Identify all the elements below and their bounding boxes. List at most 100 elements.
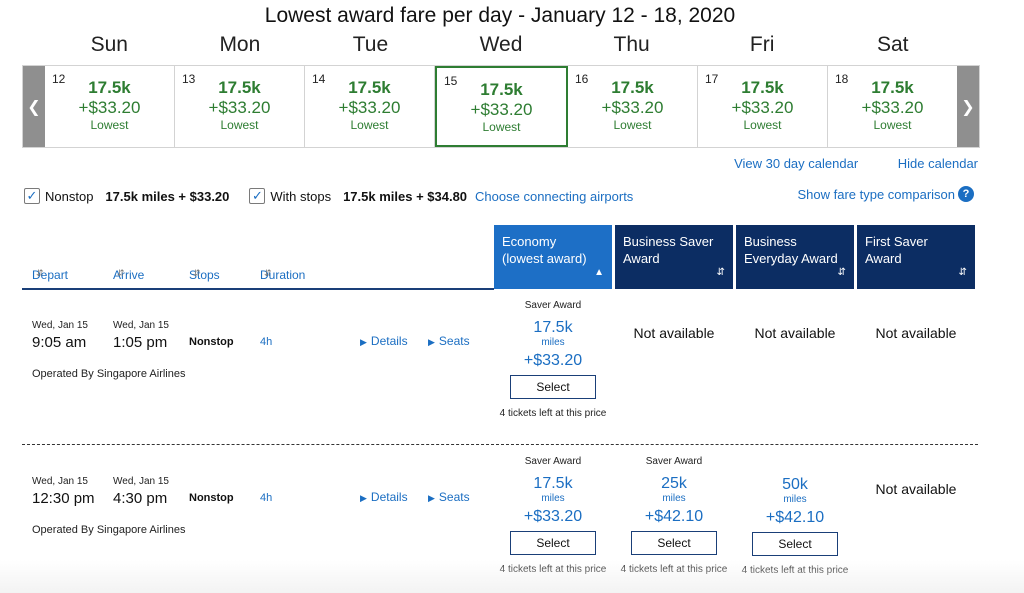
row-divider	[22, 444, 978, 445]
calendar-day[interactable]: 12 17.5k +$33.20 Lowest	[45, 66, 175, 147]
depart-time: 9:05 am	[32, 334, 87, 351]
next-week-button[interactable]: ❯	[957, 66, 979, 147]
fare-column-economy[interactable]: Economy (lowest award) ▲︎	[494, 225, 612, 289]
sort-label: Arrive	[113, 268, 145, 282]
details-link[interactable]: ▶ Details	[360, 334, 408, 348]
show-fare-type-comparison-link[interactable]: Show fare type comparison	[797, 186, 955, 202]
calendar-day[interactable]: 16 17.5k +$33.20 Lowest	[568, 66, 698, 147]
weekday-tue: Tue	[352, 33, 389, 56]
select-button[interactable]: Select	[631, 531, 717, 555]
previous-week-button[interactable]: ❮	[23, 66, 45, 147]
day-price: +$33.20	[861, 98, 924, 117]
with-stops-label: With stops	[270, 188, 332, 204]
day-price: +$33.20	[338, 98, 401, 117]
with-stops-checkbox[interactable]: ✓	[249, 188, 266, 204]
day-label: Lowest	[220, 118, 259, 132]
choose-connecting-airports-link[interactable]: Choose connecting airports	[475, 188, 634, 204]
not-available-text: Not available	[875, 481, 957, 497]
seats-link[interactable]: ▶ Seats	[428, 334, 470, 348]
fare-cell-business-saver: Saver Award 25k miles +$42.10 Select 4 t…	[615, 456, 733, 575]
tickets-left: 4 tickets left at this price	[741, 565, 849, 576]
weekday-fri: Fri	[749, 33, 775, 56]
fare-type: Saver Award	[645, 456, 703, 467]
fare-column-title: Economy	[502, 234, 557, 249]
stop-filters: ✓ Nonstop 17.5k miles + $33.20 ✓ With st…	[24, 188, 633, 204]
fare-miles: 25k	[661, 475, 687, 492]
miles-label: miles	[783, 494, 807, 505]
fare-column-subtitle: Award	[623, 251, 660, 266]
day-miles: 17.5k	[218, 78, 261, 97]
fare-miles: 17.5k	[533, 319, 573, 336]
triangle-right-icon: ▶	[360, 337, 367, 347]
day-miles: 17.5k	[611, 78, 654, 97]
calendar-links: View 30 day calendar Hide calendar	[698, 156, 978, 171]
calendar-day[interactable]: 17 17.5k +$33.20 Lowest	[698, 66, 828, 147]
fare-type	[736, 456, 854, 468]
sort-icon: ⇵	[837, 267, 846, 278]
miles-label: miles	[541, 493, 565, 504]
sort-label: Stops	[189, 268, 220, 282]
seats-label: Seats	[438, 490, 470, 504]
fare-cell-business-everyday: 50k miles +$42.10 Select 4 tickets left …	[736, 456, 854, 576]
checkmark-icon: ✓	[26, 188, 38, 203]
calendar-days: 12 17.5k +$33.20 Lowest 13 17.5k +$33.20…	[45, 66, 957, 147]
tickets-left: 4 tickets left at this price	[499, 564, 607, 575]
day-price: +$33.20	[208, 98, 271, 117]
tickets-left: 4 tickets left at this price	[499, 408, 607, 419]
select-button[interactable]: Select	[510, 531, 596, 555]
day-number: 16	[575, 72, 589, 86]
day-label: Lowest	[873, 118, 912, 132]
calendar-day-selected[interactable]: 15 17.5k +$33.20 Lowest	[435, 66, 568, 147]
sort-icon: ⇵	[193, 268, 201, 278]
nonstop-fare: 17.5k miles + $33.20	[105, 188, 230, 204]
fare-type: Saver Award	[524, 300, 582, 311]
day-label: Lowest	[90, 118, 129, 132]
fare-miles: 50k	[782, 476, 808, 493]
day-price: +$33.20	[731, 98, 794, 117]
duration-value: 4h	[260, 492, 273, 504]
day-label: Lowest	[350, 118, 389, 132]
calendar-day[interactable]: 18 17.5k +$33.20 Lowest	[828, 66, 957, 147]
fare-cell-economy: Saver Award 17.5k miles +$33.20 Select 4…	[494, 456, 612, 575]
with-stops-fare: 17.5k miles + $34.80	[343, 188, 468, 204]
fare-column-title: Business	[744, 234, 797, 249]
day-miles: 17.5k	[480, 80, 523, 99]
operator-text: Operated By Singapore Airlines	[32, 368, 186, 380]
chevron-left-icon: ❮	[27, 98, 41, 116]
nonstop-label: Nonstop	[45, 188, 94, 204]
fare-price: +$42.10	[644, 508, 704, 525]
fare-column-subtitle: (lowest award)	[502, 251, 587, 266]
sort-icon: ⇵	[716, 267, 725, 278]
seats-link[interactable]: ▶ Seats	[428, 490, 470, 504]
sort-label: Duration	[260, 268, 306, 282]
details-link[interactable]: ▶ Details	[360, 490, 408, 504]
hide-calendar-link[interactable]: Hide calendar	[897, 156, 978, 171]
triangle-right-icon: ▶	[428, 493, 435, 503]
view-30-day-calendar-link[interactable]: View 30 day calendar	[734, 156, 859, 171]
day-miles: 17.5k	[88, 78, 131, 97]
help-icon[interactable]: ?	[958, 186, 974, 202]
day-number: 18	[835, 72, 849, 86]
fare-column-business-saver[interactable]: Business Saver Award ⇵	[615, 225, 733, 289]
weekday-header: Sun Mon Tue Wed Thu Fri Sat	[44, 33, 958, 57]
day-number: 12	[52, 72, 66, 86]
weekday-wed: Wed	[479, 33, 523, 56]
select-button[interactable]: Select	[510, 375, 596, 399]
arrive-time: 1:05 pm	[113, 334, 168, 351]
not-available-text: Not available	[754, 325, 836, 341]
day-number: 17	[705, 72, 719, 86]
day-miles: 17.5k	[741, 78, 784, 97]
fare-column-subtitle: Everyday Award	[744, 251, 838, 266]
arrive-date: Wed, Jan 15	[113, 320, 169, 331]
weekday-sat: Sat	[876, 33, 909, 56]
calendar-day[interactable]: 13 17.5k +$33.20 Lowest	[175, 66, 305, 147]
sort-icon: ⇵	[117, 268, 125, 278]
triangle-right-icon: ▶	[428, 337, 435, 347]
weekday-mon: Mon	[219, 33, 261, 56]
fare-comparison: Show fare type comparison ?	[797, 186, 974, 202]
select-button[interactable]: Select	[752, 532, 838, 556]
nonstop-checkbox[interactable]: ✓	[24, 188, 40, 204]
fare-column-business-everyday[interactable]: Business Everyday Award ⇵	[736, 225, 854, 289]
calendar-day[interactable]: 14 17.5k +$33.20 Lowest	[305, 66, 435, 147]
fare-column-first-saver[interactable]: First Saver Award ⇵	[857, 225, 975, 289]
